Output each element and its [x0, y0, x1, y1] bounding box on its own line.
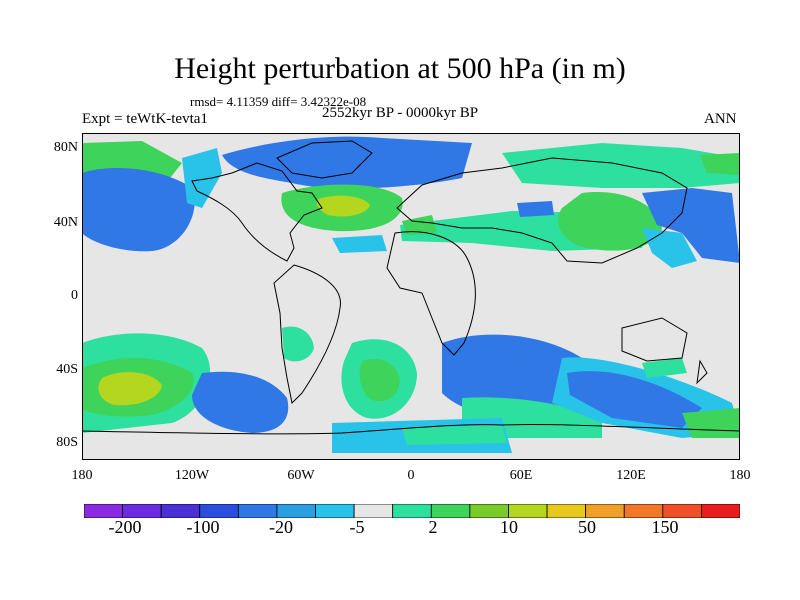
contour-region-cyan: [642, 228, 697, 268]
colorbar-box: [84, 504, 123, 518]
map-plot: [82, 133, 740, 460]
contour-region-green: [558, 192, 662, 251]
x-tick-label: 180: [729, 468, 751, 483]
colorbar-box: [237, 504, 278, 518]
colorbar-box: [276, 504, 316, 518]
colorbar-box: [430, 504, 471, 518]
contour-region-cyan: [332, 235, 387, 253]
colorbar-box: [623, 504, 664, 518]
season-label: ANN: [704, 111, 737, 127]
colorbar-label: 2: [428, 517, 438, 537]
coastline-eurasia: [396, 157, 688, 264]
colorbar-label: 150: [651, 517, 679, 537]
contour-region-blue: [517, 201, 554, 217]
x-tick-label: 60E: [509, 468, 533, 483]
coastline-north-america: [191, 162, 323, 262]
x-tick-label: 60W: [287, 468, 315, 483]
colorbar-box: [508, 504, 548, 518]
x-tick-label: 120E: [616, 468, 646, 483]
y-tick-label: 80N: [53, 140, 78, 155]
colorbar-box: [199, 504, 239, 518]
contour-region-mint: [282, 326, 314, 362]
colorbar-box: [392, 504, 432, 518]
colorbar-box: [701, 504, 740, 518]
contour-region-cyan: [182, 148, 222, 208]
colorbar-label: -20: [269, 517, 293, 537]
y-tick-label: 40S: [56, 362, 78, 377]
plot-frame: [82, 133, 740, 460]
contour-region-mint: [642, 358, 687, 378]
contour-region-mint: [502, 143, 740, 188]
y-tick-label: 0: [71, 288, 78, 303]
colorbar-box: [469, 504, 509, 518]
colorbar-box: [546, 504, 587, 518]
coastline-australia: [621, 317, 688, 362]
colorbar-label: 10: [500, 517, 518, 537]
contour-region-blue: [642, 188, 740, 263]
colorbar-boxes: [84, 504, 740, 518]
colorbar-box: [315, 504, 355, 518]
colorbar-box: [353, 504, 394, 518]
contour-region-yellowgreen: [316, 195, 370, 217]
contour-region-blue: [222, 136, 472, 189]
y-tick-label: 80S: [56, 435, 78, 450]
stats-text: rmsd= 4.11359 diff= 3.42322e-08: [190, 94, 367, 109]
contour-region-mint: [402, 425, 507, 445]
colorbar-box: [122, 504, 162, 518]
colorbar-box: [160, 504, 201, 518]
coastlines: [82, 140, 740, 435]
contour-region-green: [700, 153, 740, 175]
contour-region-blue: [82, 168, 195, 252]
colorbar-box: [585, 504, 625, 518]
coastline-new-zealand: [696, 359, 708, 385]
coastline-antarctica: [82, 424, 740, 435]
y-tick-label: 40N: [53, 215, 78, 230]
contour-region-green: [359, 359, 400, 402]
contour-fields: [82, 136, 740, 453]
contour-region-yellowgreen: [98, 372, 162, 406]
contour-region-green: [682, 408, 740, 438]
period-text: 2552kyr BP - 0000kyr BP: [322, 105, 479, 121]
colorbar-label: -200: [108, 517, 142, 537]
x-tick-label: 180: [71, 468, 93, 483]
coastline-south-america: [273, 264, 341, 405]
x-tick-label: 120W: [174, 468, 210, 483]
colorbar-label: -5: [349, 517, 365, 537]
colorbar: [84, 504, 740, 518]
coastline-greenland: [276, 140, 373, 179]
contour-region-blue: [567, 371, 702, 428]
contour-region-blue: [192, 371, 289, 433]
experiment-label: Expt = teWtK-tevta1: [82, 111, 208, 127]
x-tick-label: 0: [407, 468, 415, 483]
colorbar-box: [662, 504, 702, 518]
coastline-africa: [386, 231, 476, 356]
colorbar-label: -100: [186, 517, 220, 537]
colorbar-label: 50: [578, 517, 596, 537]
plot-title: Height perturbation at 500 hPa (in m): [174, 52, 626, 85]
